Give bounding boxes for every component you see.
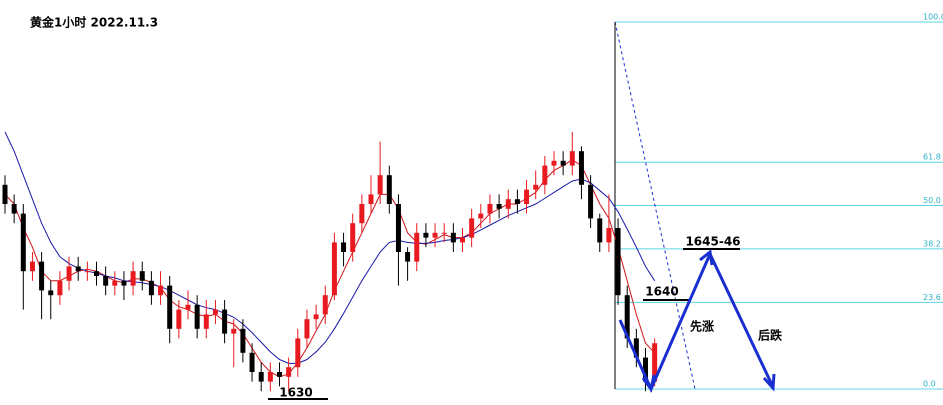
forecast-arrows	[618, 249, 776, 393]
chart-title: 黄金1小时 2022.11.3	[30, 15, 158, 30]
candle-body	[103, 276, 109, 286]
annotation: 1630	[279, 386, 312, 400]
candle-body	[487, 204, 493, 214]
candle-body	[578, 151, 584, 185]
candle-body	[158, 285, 164, 296]
candle-body	[624, 295, 630, 339]
candle-body	[478, 213, 484, 219]
moving-average	[4, 159, 656, 378]
candle-body	[295, 338, 301, 368]
candle-body	[167, 285, 173, 329]
candle-body	[84, 271, 90, 273]
zigzag	[618, 250, 775, 393]
candle-body	[212, 309, 218, 315]
candle-body	[432, 232, 438, 238]
candle-body	[450, 232, 456, 243]
candle-body	[395, 204, 401, 252]
candles	[2, 131, 658, 392]
candle-body	[514, 199, 520, 204]
candle-body	[524, 189, 530, 204]
candle-body	[533, 184, 539, 190]
candle-body	[588, 184, 594, 219]
candle-body	[652, 343, 658, 382]
candle-body	[304, 319, 310, 339]
annotation: 先涨	[690, 319, 714, 334]
candle-body	[377, 175, 383, 195]
arrow-head	[762, 373, 776, 392]
candle-body	[258, 372, 264, 382]
annotation: 1645-46	[685, 235, 740, 249]
candle-body	[423, 232, 429, 238]
candle-body	[368, 194, 374, 204]
fib-label: 23.6	[923, 293, 941, 302]
candle-body	[505, 199, 511, 209]
candle-body	[148, 280, 154, 296]
candle-body	[460, 237, 465, 243]
candle-body	[615, 228, 621, 296]
candle-body	[29, 261, 35, 272]
fib-layer: 100.0 61.8 50.0 38.2 23.6 0.0	[615, 13, 943, 390]
candle-body	[359, 204, 365, 224]
candle-body	[633, 338, 639, 358]
annotation: 后跌	[758, 328, 783, 343]
candle-body	[405, 252, 411, 262]
candle-body	[597, 218, 603, 243]
candle-body	[441, 232, 447, 234]
candle-body	[121, 280, 127, 286]
candle-body	[267, 372, 273, 382]
candle-body	[313, 314, 319, 320]
candle-body	[386, 175, 392, 204]
candle-body	[240, 328, 246, 353]
fib-label: 100.0	[923, 13, 943, 22]
candle-body	[2, 184, 8, 204]
candle-body	[66, 266, 72, 281]
candle-body	[139, 271, 145, 281]
candle-body	[94, 271, 99, 276]
candle-body	[11, 204, 17, 214]
candle-body	[48, 290, 54, 296]
candle-body	[569, 151, 575, 166]
candle-body	[75, 266, 81, 272]
fib-label: 61.8	[923, 153, 941, 162]
candle-body	[20, 213, 26, 272]
candle-body	[331, 242, 337, 296]
annotation: 1640	[645, 285, 678, 299]
candle-body	[277, 372, 282, 377]
arrow-head	[641, 374, 656, 393]
candle-body	[39, 261, 45, 291]
fib-label: 38.2	[923, 239, 941, 248]
arrow-head	[699, 249, 714, 266]
candle-body	[606, 228, 612, 243]
candle-body	[231, 328, 237, 334]
candle-body	[112, 280, 118, 286]
candle-body	[469, 218, 475, 238]
candle-body	[249, 352, 255, 372]
candle-body	[176, 309, 182, 329]
candle-body	[560, 160, 566, 166]
trend-dashed	[614, 21, 696, 390]
candle-body	[542, 165, 548, 185]
candle-body	[185, 304, 191, 310]
candle-body	[130, 271, 136, 286]
fib-label: 0.0	[923, 379, 936, 388]
candle-body	[496, 204, 502, 209]
candle-body	[286, 367, 292, 377]
candle-body	[57, 280, 63, 296]
candle-body	[643, 357, 648, 382]
candle-body	[322, 295, 328, 315]
candle-body	[350, 223, 356, 252]
candle-body	[203, 314, 209, 329]
candle-body	[222, 309, 228, 334]
fib-label: 50.0	[923, 196, 941, 205]
candle-body	[414, 232, 420, 262]
candle-body	[194, 304, 200, 329]
candle-body	[341, 242, 347, 252]
candle-body	[551, 160, 557, 166]
moving-average	[4, 131, 656, 364]
